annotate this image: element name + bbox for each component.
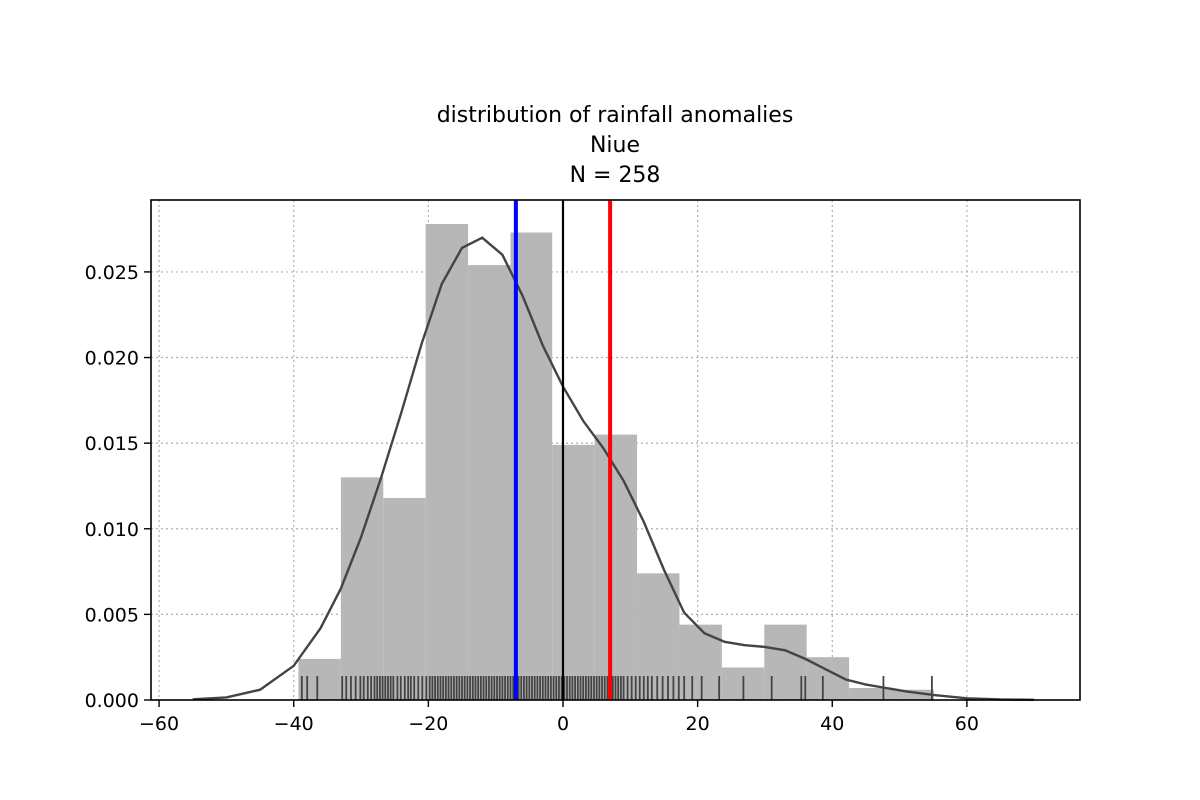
y-axis: 0.000 0.005 0.010 0.015 0.020 0.025 [85,262,151,712]
kde-line [192,236,1035,701]
x-tick-label-3: 0 [557,713,569,735]
histogram-bar-0 [298,658,341,700]
chart-title-line-1: distribution of rainfall anomalies [437,103,794,128]
rug-marks [300,676,933,700]
kde-curve [192,236,1035,701]
x-tick-label-6: 60 [955,713,979,735]
chart-title: distribution of rainfall anomalies Niue … [437,103,794,188]
y-tick-label-0: 0.000 [85,690,139,712]
reference-lines [513,200,613,700]
histogram-bar-13 [849,688,892,700]
histogram-bar-7 [594,434,638,700]
histogram-bar-3 [425,223,469,700]
histogram-bar-9 [679,624,722,700]
chart-title-line-3: N = 258 [570,163,661,188]
y-tick-label-5: 0.025 [85,262,139,284]
histogram-bar-14 [891,689,934,700]
x-tick-label-2: −20 [408,713,448,735]
plot-frame [150,199,1081,701]
y-tick-label-1: 0.005 [85,604,139,626]
x-tick-label-0: −60 [139,713,179,735]
y-tick-label-2: 0.010 [85,519,139,541]
x-tick-label-4: 20 [686,713,710,735]
histogram-bar-2 [383,497,426,700]
histogram-bar-1 [340,477,384,700]
chart-title-line-2: Niue [590,133,640,158]
x-tick-label-5: 40 [820,713,844,735]
histogram-bar-11 [764,624,807,700]
x-axis: −60 −40 −20 0 20 40 60 [139,700,979,735]
y-tick-label-3: 0.015 [85,433,139,455]
histogram-bars [298,223,934,700]
x-tick-label-1: −40 [274,713,314,735]
histogram-bar-6 [552,444,595,700]
y-tick-label-4: 0.020 [85,348,139,370]
histogram-bar-4 [468,265,511,700]
